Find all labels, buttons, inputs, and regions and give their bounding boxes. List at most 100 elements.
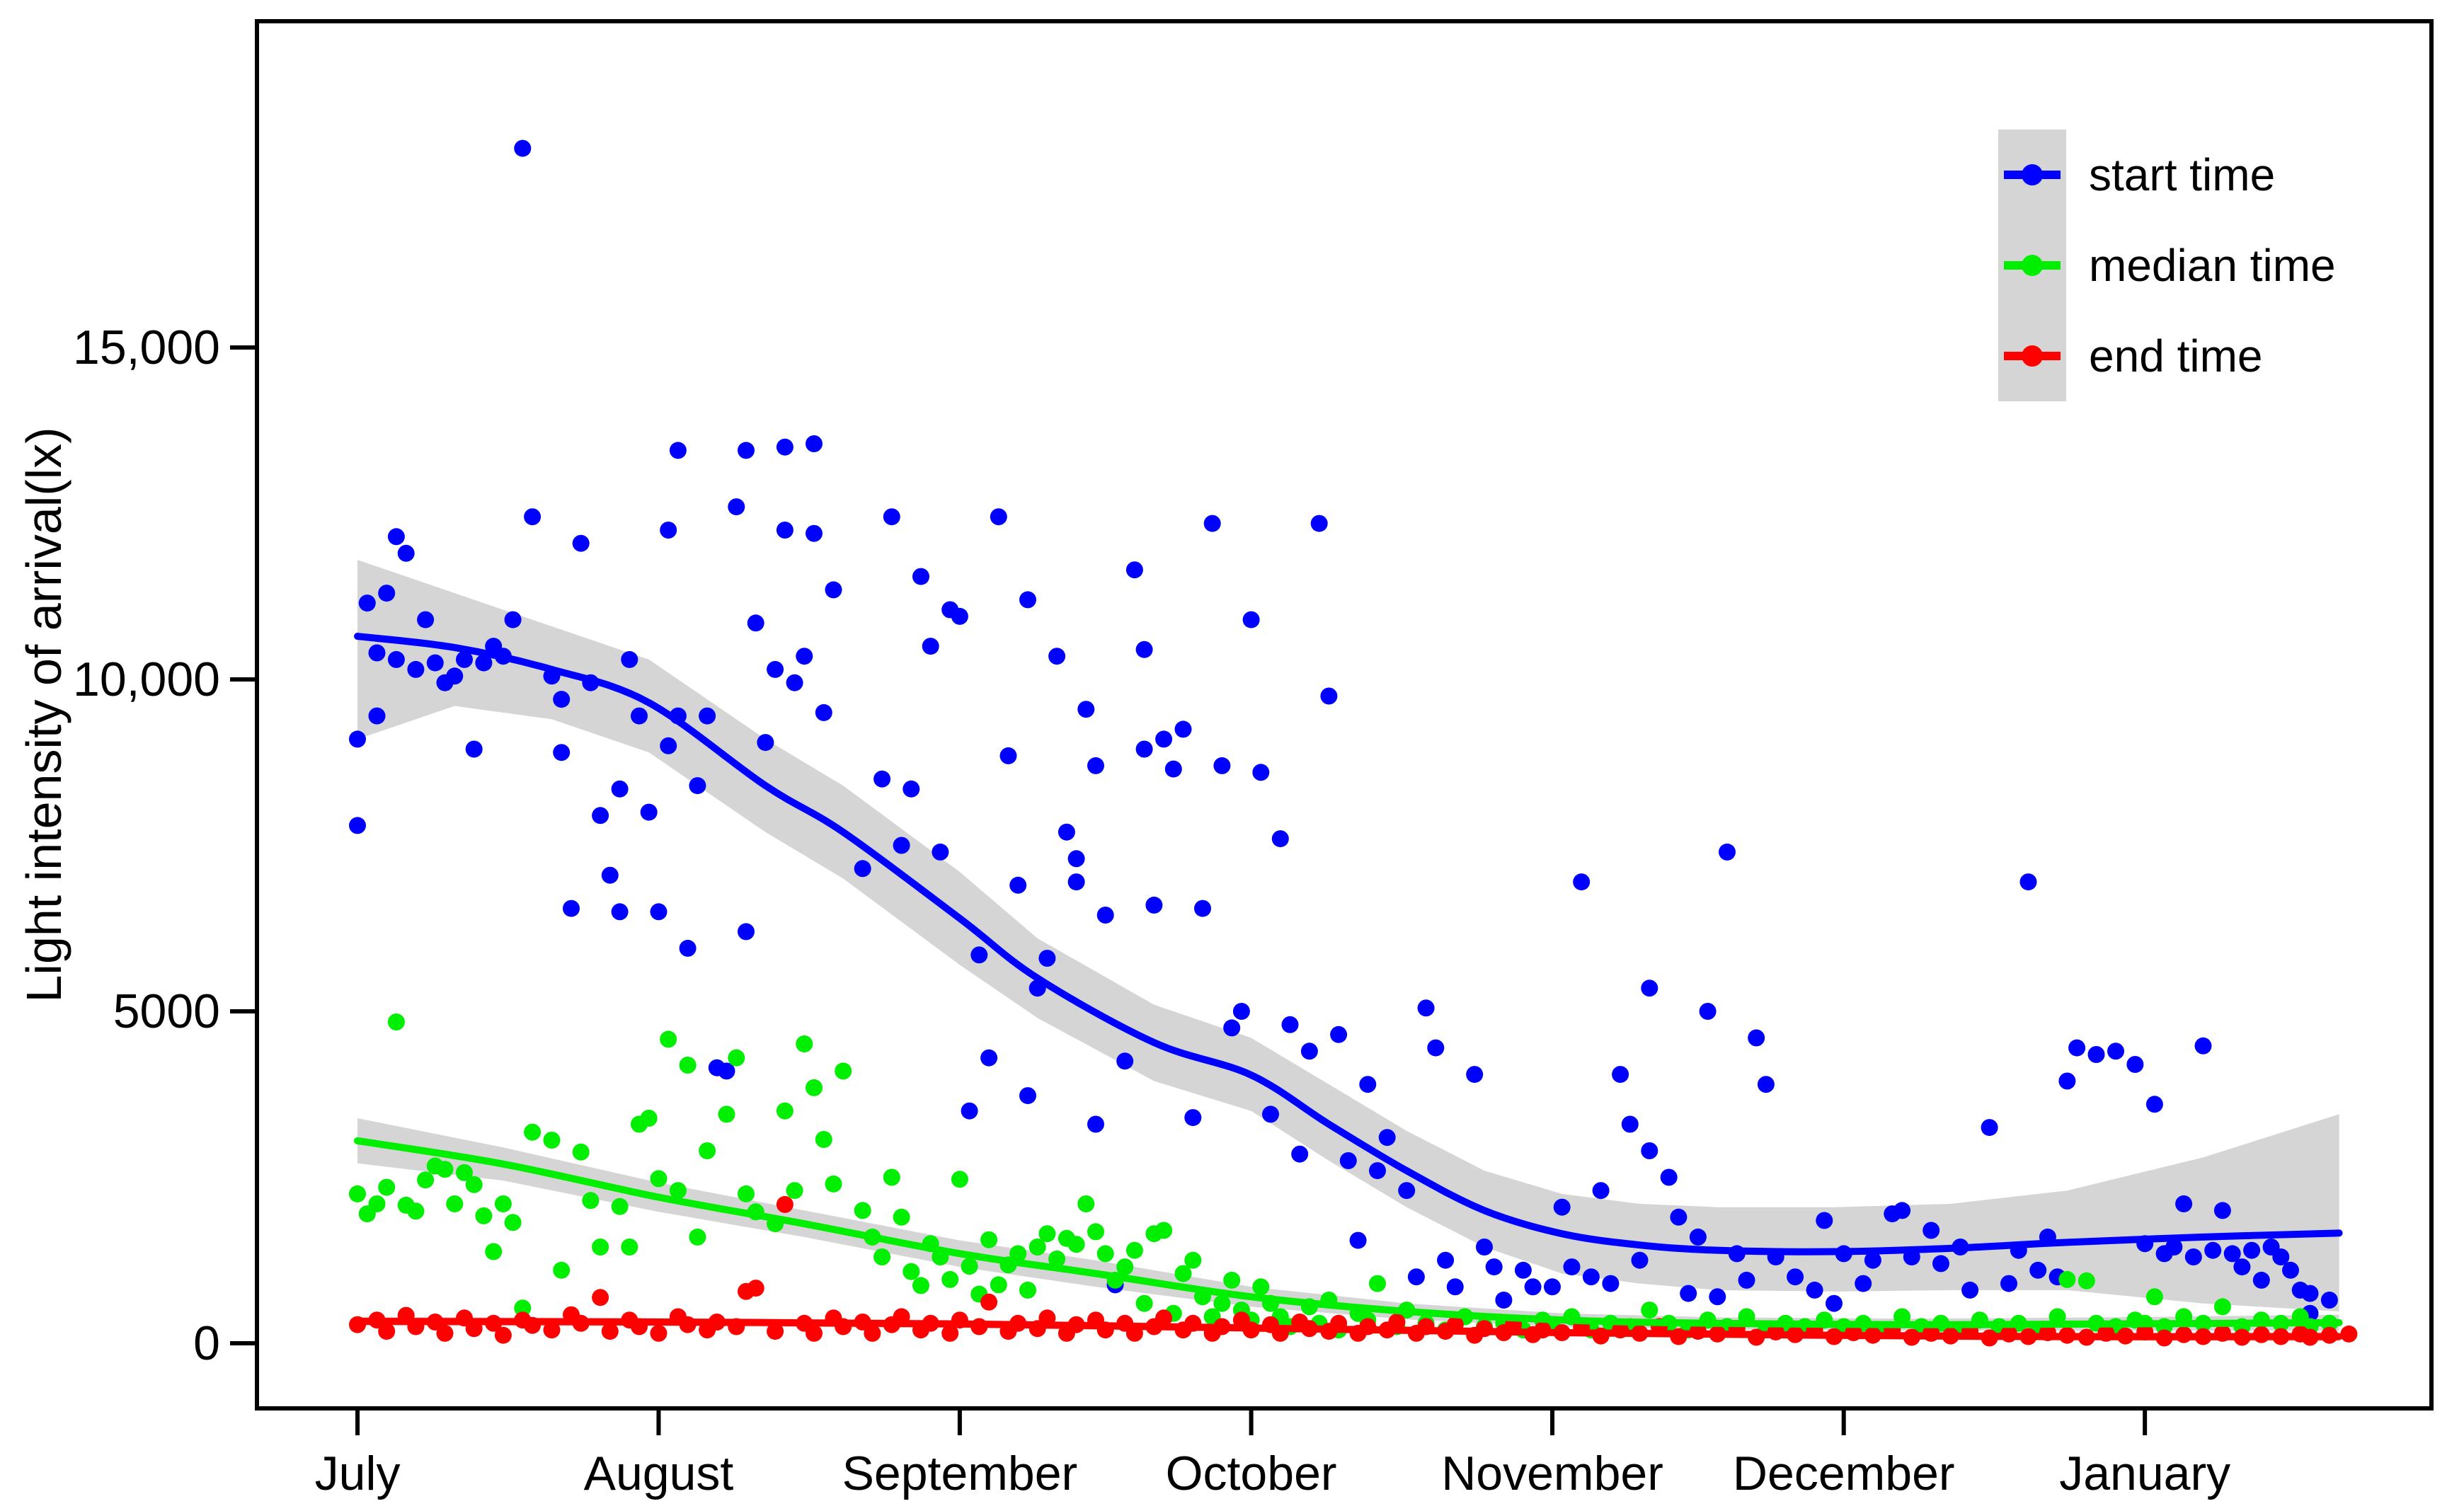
data-point — [2145, 1288, 2163, 1306]
data-point — [2019, 873, 2037, 891]
y-tick-label: 5000 — [113, 984, 220, 1038]
data-point — [1252, 764, 1270, 781]
data-point — [1009, 1245, 1027, 1263]
data-point — [2320, 1292, 2338, 1309]
data-point — [553, 691, 571, 708]
data-point — [407, 660, 425, 678]
data-point — [961, 1258, 978, 1275]
data-point — [446, 667, 464, 685]
data-point — [2233, 1258, 2251, 1276]
data-point — [669, 442, 687, 459]
data-point — [2126, 1056, 2144, 1073]
data-point — [1826, 1294, 1843, 1312]
data-point — [1281, 1016, 1299, 1033]
data-point — [1310, 515, 1328, 532]
data-point — [1466, 1066, 1484, 1084]
data-point — [980, 1049, 998, 1067]
data-point — [2301, 1285, 2319, 1302]
legend-label: start time — [2089, 149, 2276, 200]
data-point — [2252, 1271, 2270, 1289]
data-point — [397, 544, 415, 562]
data-point — [1573, 873, 1591, 891]
data-point — [1641, 979, 1658, 997]
data-point — [1407, 1268, 1425, 1286]
legend-key-icon — [1998, 220, 2066, 311]
data-point — [2078, 1272, 2095, 1289]
data-point — [1369, 1162, 1386, 1180]
data-point — [2107, 1042, 2124, 1060]
data-point — [465, 1176, 483, 1193]
data-point — [349, 817, 366, 834]
data-point — [806, 524, 823, 542]
data-point — [1009, 876, 1027, 894]
data-point — [1067, 850, 1085, 868]
data-point — [2213, 1202, 2231, 1219]
data-point — [1339, 1152, 1357, 1169]
data-point — [689, 777, 706, 795]
data-point — [1446, 1278, 1464, 1296]
data-point — [553, 1261, 571, 1279]
data-point — [1961, 1281, 1979, 1299]
data-point — [640, 1110, 658, 1127]
data-point — [611, 780, 629, 798]
data-point — [387, 1013, 405, 1030]
data-point — [825, 1175, 842, 1193]
data-point — [611, 1197, 629, 1215]
data-point — [524, 508, 541, 526]
data-point — [1427, 1039, 1445, 1057]
data-point — [349, 1185, 366, 1202]
data-point — [1232, 1003, 1250, 1020]
data-point — [990, 1276, 1007, 1294]
data-point — [951, 1171, 968, 1188]
data-point — [1077, 701, 1095, 718]
data-point — [1184, 1251, 1202, 1269]
data-point — [757, 734, 774, 752]
data-point — [1641, 1142, 1658, 1159]
data-point — [738, 442, 755, 459]
legend-item-start-time: start time — [1998, 130, 2336, 220]
data-point — [485, 1243, 503, 1260]
data-point — [378, 585, 396, 602]
data-point — [601, 1323, 619, 1340]
data-point — [776, 522, 793, 539]
data-point — [1048, 1250, 1066, 1268]
data-point — [1709, 1288, 1726, 1306]
data-point — [1719, 843, 1736, 861]
data-point — [912, 568, 929, 585]
data-point — [1553, 1198, 1571, 1216]
data-point — [543, 1132, 561, 1149]
data-point — [854, 860, 871, 878]
data-point — [601, 866, 619, 884]
data-point — [1135, 640, 1153, 658]
data-point — [932, 843, 949, 861]
x-tick-label-july: July — [315, 1447, 401, 1500]
y-tick-label: 0 — [193, 1316, 220, 1370]
data-point — [1087, 1115, 1104, 1133]
data-point — [1417, 999, 1435, 1017]
data-point — [883, 508, 900, 526]
data-point — [767, 1323, 784, 1340]
data-point — [2087, 1046, 2105, 1063]
data-point — [1155, 1309, 1173, 1327]
data-point — [1437, 1251, 1455, 1269]
legend: start time median time end time — [1998, 130, 2336, 401]
data-point — [999, 747, 1017, 764]
data-point — [1524, 1278, 1542, 1296]
data-point — [621, 650, 638, 668]
smoother-line-end-time — [354, 1318, 2343, 1340]
data-point — [524, 1123, 541, 1141]
data-point — [1116, 1258, 1134, 1276]
x-tick-label-december: December — [1733, 1447, 1955, 1500]
data-point — [728, 1049, 745, 1067]
data-point — [747, 614, 764, 632]
data-point — [1087, 1223, 1104, 1241]
x-tick-label-september: September — [842, 1447, 1078, 1500]
data-point — [1932, 1255, 1949, 1272]
data-point — [922, 638, 939, 655]
data-point — [1612, 1066, 1629, 1084]
data-point — [679, 1057, 697, 1074]
data-point — [990, 508, 1007, 526]
data-point — [893, 1208, 910, 1226]
data-point — [806, 1079, 823, 1096]
